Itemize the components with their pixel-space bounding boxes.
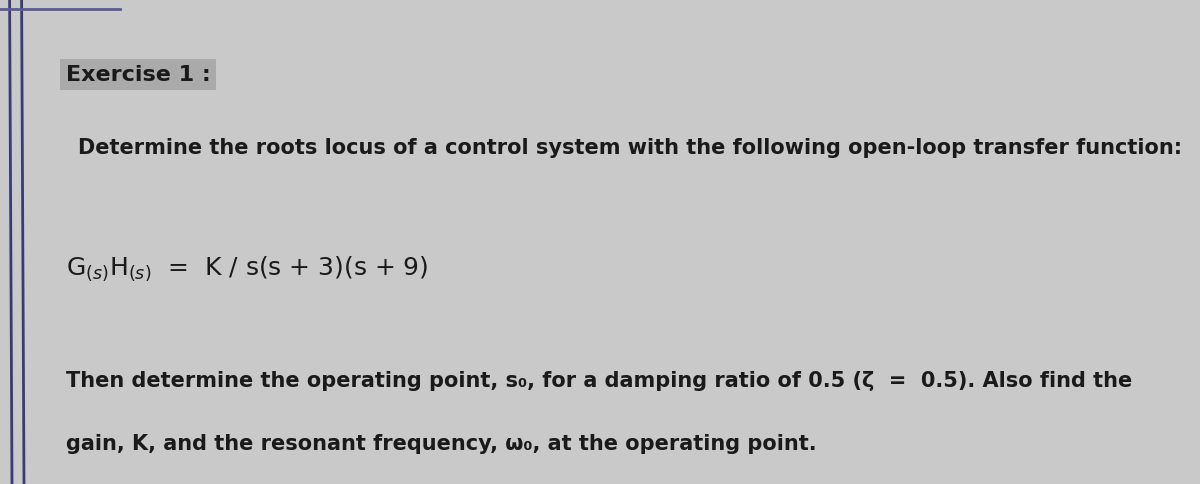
Text: Determine the roots locus of a control system with the following open-loop trans: Determine the roots locus of a control s… [78, 137, 1182, 158]
Text: Exercise 1 :: Exercise 1 : [66, 65, 211, 85]
Text: gain, K, and the resonant frequency, ω₀, at the operating point.: gain, K, and the resonant frequency, ω₀,… [66, 433, 817, 453]
Text: G$_{(s)}$H$_{(s)}$  =  K / s(s + 3)(s + 9): G$_{(s)}$H$_{(s)}$ = K / s(s + 3)(s + 9) [66, 255, 428, 283]
Text: Then determine the operating point, s₀, for a damping ratio of 0.5 (ζ  =  0.5). : Then determine the operating point, s₀, … [66, 370, 1133, 390]
